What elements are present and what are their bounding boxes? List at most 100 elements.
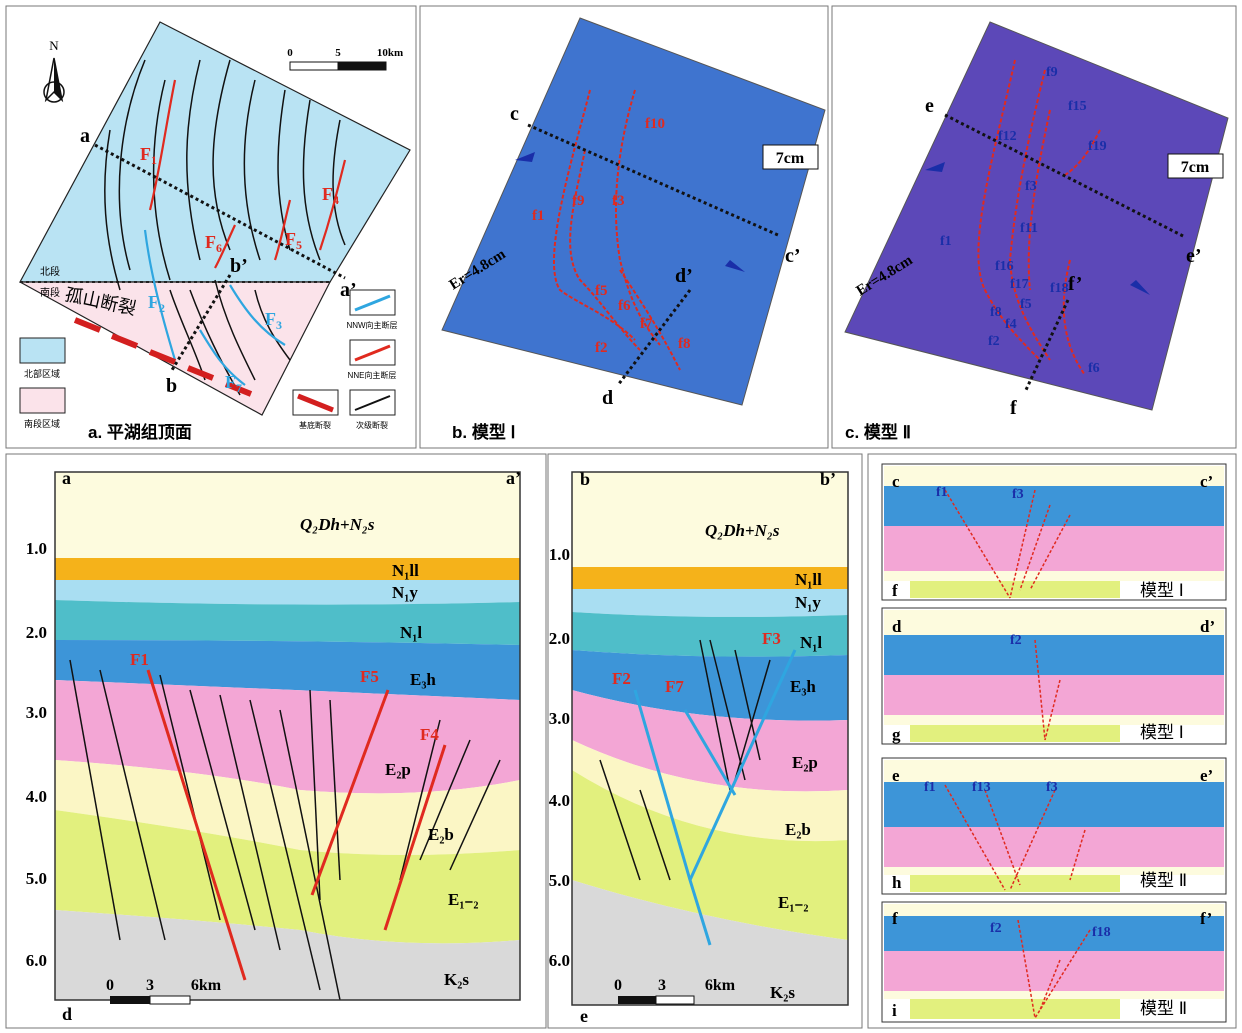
section-e-fault-labels: F2 F7 F3 — [612, 629, 781, 696]
svg-text:f’: f’ — [1200, 909, 1212, 928]
model-section-2: d d’ g 模型 Ⅰ f2 — [881, 607, 1227, 745]
svg-text:N₁y: N₁y — [392, 583, 418, 602]
section-line-ff — [1023, 299, 1070, 393]
scale-bar — [289, 61, 387, 71]
panel-a-caption: a. 平湖组顶面 — [88, 422, 192, 442]
svg-text:F3: F3 — [762, 629, 781, 648]
svg-text:f2: f2 — [1010, 633, 1022, 648]
svg-text:g: g — [892, 725, 901, 744]
model-section-4: f f’ i 模型 Ⅱ f2 f18 — [881, 901, 1227, 1023]
svg-text:4.0: 4.0 — [549, 791, 570, 810]
svg-text:E₂p: E₂p — [385, 760, 411, 779]
nne-main-faults — [148, 79, 347, 269]
svg-text:F7: F7 — [225, 372, 242, 395]
svg-text:f2: f2 — [595, 340, 608, 356]
model-section-1: c c’ f 模型 Ⅰ f1 f3 — [881, 463, 1227, 601]
north-segment-label: 北段 — [40, 265, 60, 278]
legend-nne-label: NNE向主断层 — [348, 370, 397, 380]
extension-arrow-left-icon — [515, 152, 535, 162]
extension-arrow-left-icon-2 — [925, 162, 945, 172]
svg-text:f1: f1 — [532, 208, 545, 224]
legend-secondary-label: 次级断裂 — [356, 420, 388, 430]
section-e-secondary-faults — [599, 639, 771, 881]
section-line-dd — [616, 289, 692, 386]
model2-plate — [844, 21, 1229, 411]
label-d-prime: d’ — [675, 265, 693, 287]
svg-text:F2: F2 — [148, 292, 165, 315]
section-line-aa — [94, 143, 346, 280]
section-e-border — [571, 471, 849, 1006]
model-section-3: e e’ h 模型 Ⅱ f1 f13 f3 — [881, 757, 1227, 895]
panel-c-model2: 7cm Er=4.8cm e e’ f f’ f9 f15 f12 f19 f3… — [831, 5, 1237, 449]
svg-text:1.0: 1.0 — [549, 545, 570, 564]
svg-text:f18: f18 — [1050, 281, 1069, 296]
svg-text:d’: d’ — [1200, 617, 1215, 636]
section-e-layers — [572, 472, 848, 1005]
svg-text:5.0: 5.0 — [549, 871, 570, 890]
label-f-prime: f’ — [1068, 273, 1082, 295]
model2-fault-labels: f9 f15 f12 f19 f3 f11 f1 f16 f17 f18 f5 … — [940, 65, 1107, 376]
section-d-layers — [55, 472, 520, 1000]
label-a: a — [80, 125, 90, 147]
section-line-bb — [170, 274, 232, 371]
label-f: f — [1010, 397, 1017, 419]
label-e: e — [925, 95, 934, 117]
svg-text:F4: F4 — [322, 184, 339, 207]
svg-text:e: e — [892, 766, 900, 785]
scale-7cm: 7cm — [776, 150, 805, 167]
legend-nnw-label: NNW向主断层 — [346, 320, 397, 330]
section-e: 1.0 2.0 3.0 4.0 5.0 6.0 b b’ e Q₂Dh+N₂s … — [547, 453, 863, 1029]
svg-text:f: f — [892, 581, 898, 600]
svg-text:N₁ll: N₁ll — [392, 561, 419, 580]
svg-text:N₁l: N₁l — [400, 623, 422, 642]
svg-text:N₁l: N₁l — [800, 633, 822, 652]
svg-text:f1: f1 — [940, 234, 952, 249]
svg-text:f1: f1 — [936, 485, 948, 500]
svg-text:f3: f3 — [1025, 179, 1037, 194]
scale-box-2 — [1167, 153, 1224, 179]
svg-text:E₂b: E₂b — [428, 825, 454, 844]
panel-a-map: N 0 5 10km a a’ b b’ F1 F4 F5 F6 F2 F3 F… — [5, 5, 417, 449]
svg-text:f6: f6 — [1088, 361, 1100, 376]
extension-arrow-right-icon-2 — [1130, 280, 1150, 295]
label-b-section: b — [580, 469, 590, 489]
svg-text:f6: f6 — [618, 298, 631, 314]
nnw-main-faults — [143, 229, 286, 386]
legend-north-swatch — [19, 337, 66, 364]
section-d-scale-mid: 3 — [146, 977, 154, 994]
label-e-corner: e — [580, 1006, 588, 1026]
svg-text:f17: f17 — [1010, 277, 1029, 292]
svg-text:6.0: 6.0 — [26, 951, 47, 970]
svg-text:模型 Ⅱ: 模型 Ⅱ — [1140, 999, 1187, 1018]
svg-text:N₁ll: N₁ll — [795, 570, 822, 589]
scale-7cm-2: 7cm — [1181, 159, 1210, 176]
legend-north-label: 北部区域 — [24, 368, 60, 379]
svg-text:K₂s: K₂s — [444, 970, 469, 989]
extension-arrow-right-icon — [725, 260, 745, 272]
label-a-prime-section: a’ — [506, 468, 521, 488]
model1-plate — [441, 17, 826, 406]
section-e-ticks: 1.0 2.0 3.0 4.0 5.0 6.0 — [549, 545, 570, 970]
svg-text:h: h — [892, 873, 902, 892]
model2-faults — [977, 59, 1101, 376]
panel-b-caption: b. 模型 Ⅰ — [452, 422, 516, 442]
svg-text:f2: f2 — [990, 921, 1002, 936]
label-b-prime-section: b’ — [820, 469, 836, 489]
svg-text:f3: f3 — [1012, 487, 1024, 502]
section-d-scale-end: 6km — [191, 977, 222, 994]
svg-text:模型 Ⅱ: 模型 Ⅱ — [1140, 871, 1187, 890]
south-region — [19, 281, 331, 416]
label-d: d — [602, 387, 613, 409]
svg-text:f2: f2 — [988, 334, 1000, 349]
svg-text:f4: f4 — [1005, 317, 1017, 332]
panel-b-model1: 7cm Er=4.8cm c c’ d d’ f1 f9 f3 f10 f5 f… — [419, 5, 829, 449]
svg-text:f13: f13 — [972, 780, 991, 795]
legend-south-label: 南段区域 — [24, 418, 60, 429]
svg-text:f5: f5 — [595, 283, 608, 299]
label-a-section: a — [62, 468, 71, 488]
svg-text:F5: F5 — [360, 667, 379, 686]
section-e-scale-end: 6km — [705, 977, 736, 994]
scale-box — [762, 144, 819, 170]
section-line-ee — [944, 113, 1186, 239]
svg-text:f11: f11 — [1020, 221, 1038, 236]
